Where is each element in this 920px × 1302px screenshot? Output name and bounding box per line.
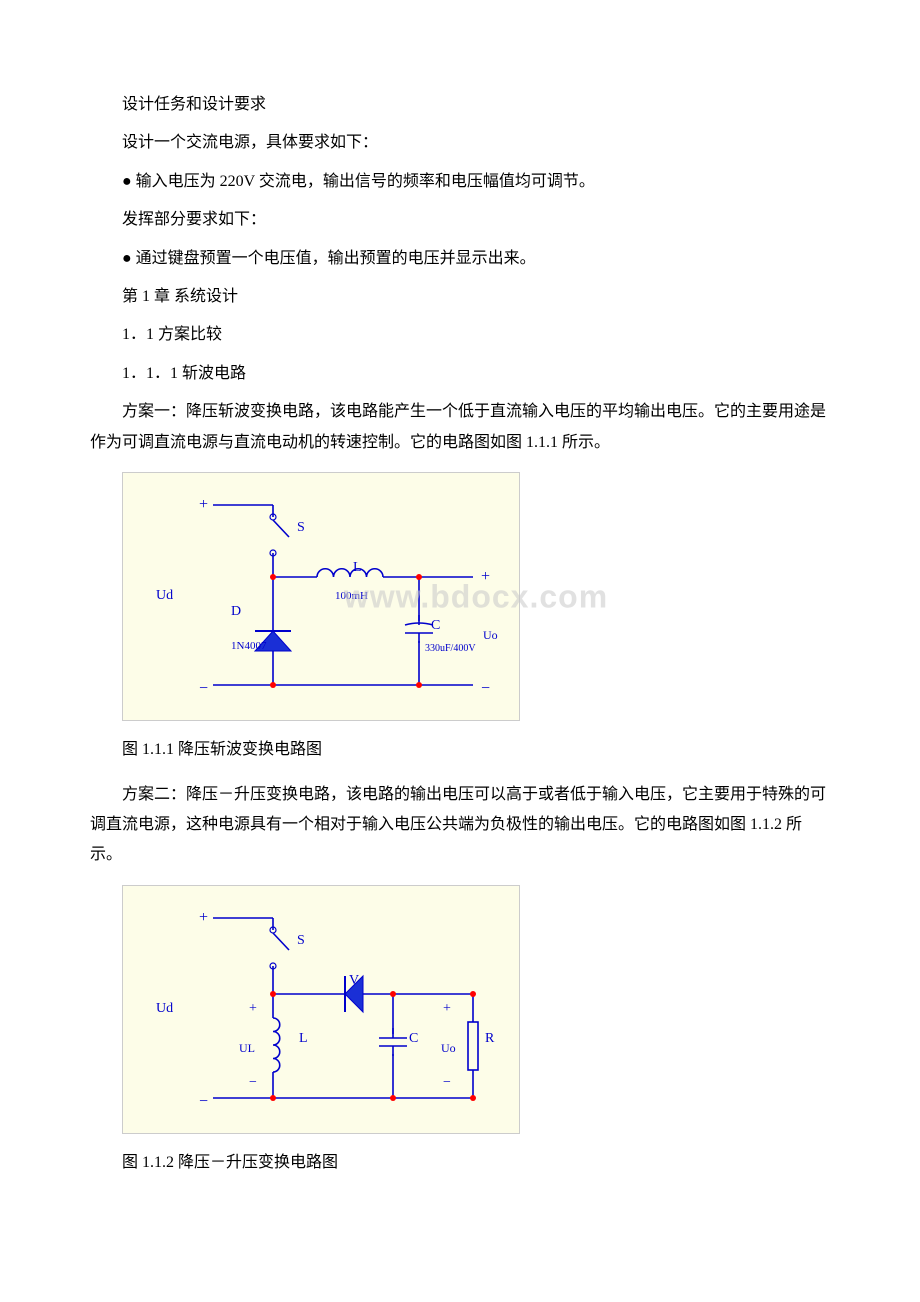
svg-text:S: S (297, 520, 305, 535)
svg-text:100mH: 100mH (335, 590, 368, 602)
circuit-2-wrapper: Ud + − + Uo − + − S V UL L C R (122, 885, 830, 1134)
chapter: 第 1 章 系统设计 (90, 282, 830, 312)
svg-text:V: V (349, 973, 359, 988)
svg-text:+: + (481, 568, 490, 585)
circuit-2-svg: Ud + − + Uo − + − S V UL L C R (131, 894, 511, 1114)
circuit-1-wrapper: Ud+−+−SL100mHD1N4007C330uF/400VUo www.bd… (122, 472, 830, 721)
svg-text:Uo: Uo (483, 628, 498, 642)
req2: ● 通过键盘预置一个电压值，输出预置的电压并显示出来。 (90, 244, 830, 274)
svg-text:−: − (481, 680, 490, 697)
svg-text:+: + (199, 496, 208, 513)
svg-text:+: + (199, 909, 208, 926)
svg-text:R: R (485, 1031, 495, 1046)
extra-title: 发挥部分要求如下： (90, 205, 830, 235)
svg-text:C: C (431, 618, 440, 633)
svg-text:Ud: Ud (156, 1001, 173, 1016)
caption-1: 图 1.1.1 降压斩波变换电路图 (90, 735, 830, 765)
scheme1: 方案一：降压斩波变换电路，该电路能产生一个低于直流输入电压的平均输出电压。它的主… (90, 397, 830, 458)
svg-text:C: C (409, 1031, 418, 1046)
circuit-2-box: Ud + − + Uo − + − S V UL L C R (122, 885, 520, 1134)
svg-text:−: − (249, 1075, 257, 1090)
section-title: 设计任务和设计要求 (90, 90, 830, 120)
svg-text:L: L (299, 1031, 308, 1046)
svg-text:L: L (353, 560, 362, 575)
svg-text:+: + (249, 1001, 257, 1016)
svg-text:−: − (199, 680, 208, 697)
sec-1-1-1: 1．1．1 斩波电路 (90, 359, 830, 389)
req1: ● 输入电压为 220V 交流电，输出信号的频率和电压幅值均可调节。 (90, 167, 830, 197)
circuit-1-box: Ud + − + − S L 100mH D 1N4007 C 330uF/400V Uo (122, 472, 520, 721)
svg-text:+: + (443, 1001, 451, 1016)
scheme2: 方案二：降压－升压变换电路，该电路的输出电压可以高于或者低于输入电压，它主要用于… (90, 780, 830, 871)
svg-text:Uo: Uo (441, 1041, 456, 1055)
svg-text:−: − (199, 1093, 208, 1110)
svg-text:S: S (297, 933, 305, 948)
circuit-1-svg: Ud + − + − S L 100mH D 1N4007 C 330uF/400V Uo (131, 481, 511, 701)
svg-text:D: D (231, 604, 241, 619)
svg-text:−: − (443, 1075, 451, 1090)
svg-text:1N4007: 1N4007 (231, 640, 267, 652)
svg-text:UL: UL (239, 1041, 255, 1055)
svg-text:Ud: Ud (156, 588, 173, 603)
caption-2: 图 1.1.2 降压－升压变换电路图 (90, 1148, 830, 1178)
svg-text:330uF/400V: 330uF/400V (425, 643, 476, 654)
sec-1-1: 1．1 方案比较 (90, 320, 830, 350)
intro: 设计一个交流电源，具体要求如下： (90, 128, 830, 158)
